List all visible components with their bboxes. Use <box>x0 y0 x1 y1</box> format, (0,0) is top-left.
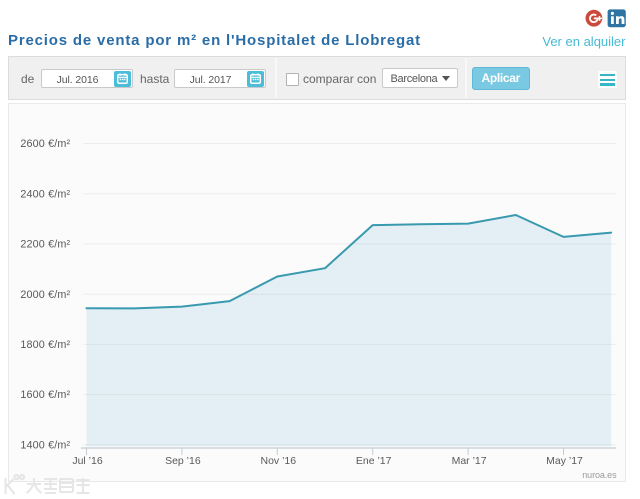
svg-text:Ene ’17: Ene ’17 <box>356 455 392 467</box>
svg-text:2600 €/m²: 2600 €/m² <box>20 138 70 150</box>
svg-text:Jul ’16: Jul ’16 <box>72 455 103 467</box>
svg-text:1800 €/m²: 1800 €/m² <box>20 339 70 351</box>
svg-text:Sep ’16: Sep ’16 <box>165 455 201 467</box>
svg-text:2000 €/m²: 2000 €/m² <box>20 289 70 301</box>
svg-text:Mar ’17: Mar ’17 <box>452 455 487 467</box>
svg-text:Nov ’16: Nov ’16 <box>260 455 296 467</box>
svg-text:2400 €/m²: 2400 €/m² <box>20 188 70 200</box>
svg-text:1600 €/m²: 1600 €/m² <box>20 389 70 401</box>
svg-text:2200 €/m²: 2200 €/m² <box>20 239 70 251</box>
svg-text:May ’17: May ’17 <box>546 455 583 467</box>
svg-text:1400 €/m²: 1400 €/m² <box>20 439 70 451</box>
